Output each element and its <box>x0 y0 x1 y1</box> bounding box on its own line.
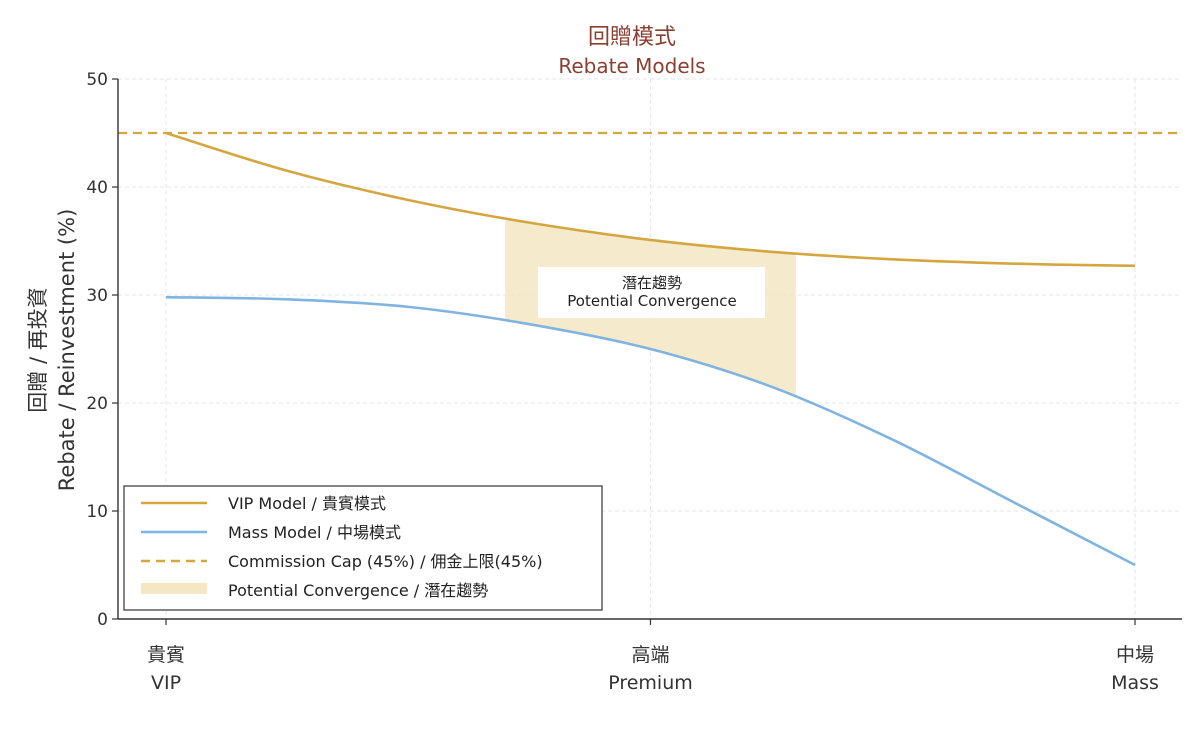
chart-title: 回贈模式 <box>588 25 676 50</box>
legend-label-cap: Commission Cap (45%) / 佣金上限(45%) <box>228 552 543 571</box>
legend-swatch-convergence <box>141 583 207 594</box>
x-tick-label-en: VIP <box>151 672 181 694</box>
x-ticks: 貴賓 VIP 高端 Premium 中場 Mass <box>147 619 1159 694</box>
legend-label-convergence: Potential Convergence / 潛在趨勢 <box>228 581 488 600</box>
y-tick-label: 40 <box>86 178 108 198</box>
annotation-line-en: Potential Convergence <box>567 292 736 310</box>
series-layer <box>118 131 1182 567</box>
series-line-mass <box>165 295 1136 567</box>
y-ticks: 0 10 20 30 40 50 <box>86 70 118 630</box>
y-tick-label: 0 <box>97 610 108 630</box>
y-tick-label: 20 <box>86 394 108 414</box>
annotation-line-cn: 潛在趨勢 <box>622 274 682 292</box>
x-tick-label-en: Mass <box>1111 672 1159 694</box>
x-tick-label-en: Premium <box>608 672 693 694</box>
chart-subtitle: Rebate Models <box>558 54 705 78</box>
x-tick-label-cn: 高端 <box>631 644 669 666</box>
convergence-annotation: 潛在趨勢 Potential Convergence <box>538 267 765 318</box>
series-line-vip <box>165 131 1136 268</box>
x-tick-label-cn: 中場 <box>1116 644 1154 666</box>
y-tick-label: 10 <box>86 502 108 522</box>
y-tick-label: 50 <box>86 70 108 90</box>
x-tick-label-cn: 貴賓 <box>147 644 185 666</box>
y-axis-label-en: Rebate / Reinvestment (%) <box>55 209 79 492</box>
legend-label-mass: Mass Model / 中場模式 <box>228 523 401 542</box>
legend-label-vip: VIP Model / 貴賓模式 <box>228 494 386 513</box>
legend: VIP Model / 貴賓模式 Mass Model / 中場模式 Commi… <box>123 485 603 611</box>
y-tick-label: 30 <box>86 286 108 306</box>
annotation-box <box>538 267 765 318</box>
y-axis-label-cn: 回贈 / 再投資 <box>26 287 50 412</box>
